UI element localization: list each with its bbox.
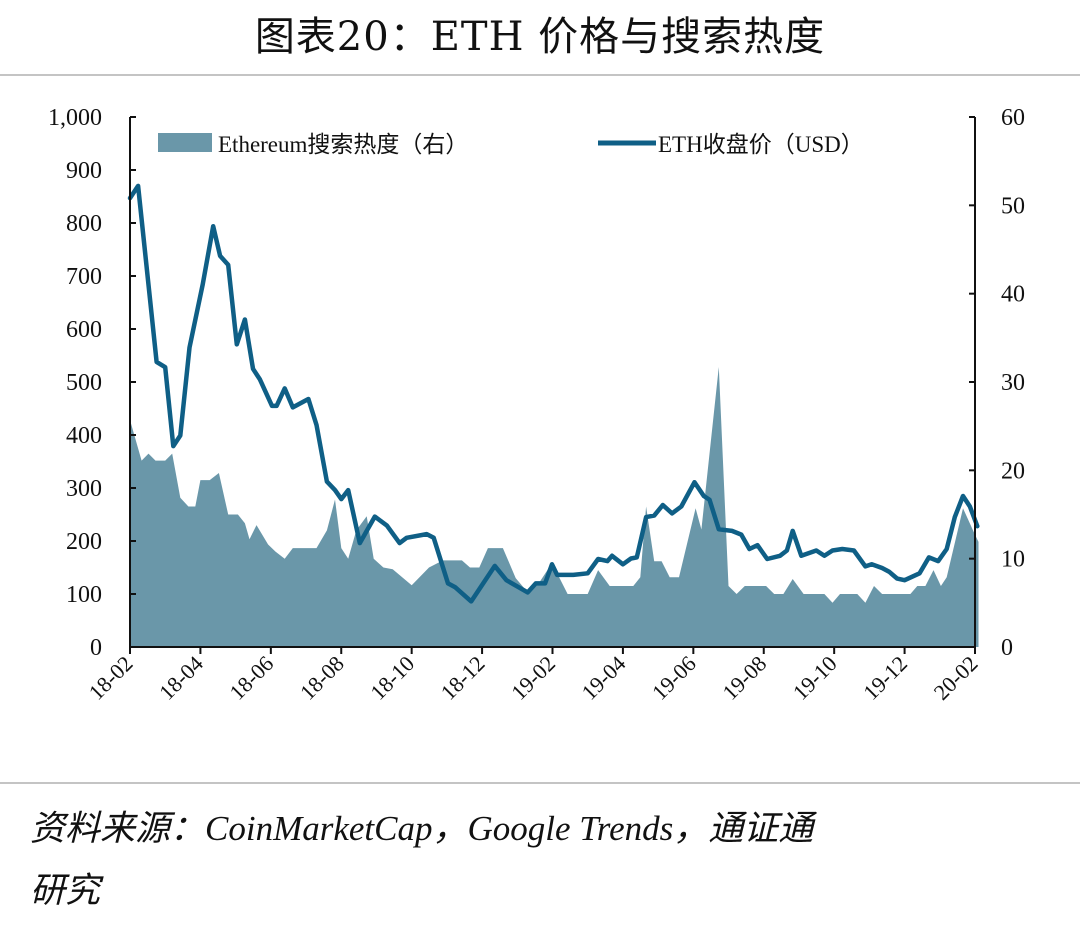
x-tick-label: 19-06: [647, 651, 701, 705]
left-y-tick-label: 900: [66, 158, 102, 184]
legend-area-swatch: [158, 133, 212, 152]
search-interest-area: [130, 367, 979, 647]
x-tick-label: 18-04: [154, 651, 208, 705]
right-y-tick-label: 60: [1001, 105, 1025, 131]
left-y-tick-label: 400: [66, 423, 102, 449]
left-y-tick-label: 700: [66, 264, 102, 290]
left-y-tick-label: 300: [66, 476, 102, 502]
left-y-tick-label: 1,000: [48, 105, 102, 131]
source-note: 资料来源：CoinMarketCap，Google Trends，通证通: [30, 809, 814, 848]
source-note-cont: 研究: [30, 871, 101, 910]
x-tick-label: 18-08: [295, 651, 349, 705]
right-y-tick-label: 10: [1001, 547, 1025, 573]
right-y-tick-label: 50: [1001, 193, 1025, 219]
x-tick-label: 18-12: [436, 651, 490, 705]
chart-title: 图表20：ETH 价格与搜索热度: [254, 14, 826, 60]
legend: Ethereum搜索热度（右） ETH收盘价（USD）: [158, 132, 864, 157]
top-divider: [0, 74, 1080, 76]
left-y-tick-label: 0: [90, 635, 102, 661]
right-y-tick-label: 30: [1001, 370, 1025, 396]
x-tick-label: 19-04: [576, 651, 630, 705]
x-tick-label: 19-10: [788, 651, 842, 705]
x-tick-label: 19-12: [858, 651, 912, 705]
right-y-tick-label: 0: [1001, 635, 1013, 661]
right-y-tick-label: 40: [1001, 282, 1025, 308]
x-tick-label: 18-06: [224, 651, 278, 705]
x-tick-label: 20-02: [929, 651, 983, 705]
left-y-tick-label: 200: [66, 529, 102, 555]
legend-line-label: ETH收盘价（USD）: [658, 132, 864, 157]
legend-area-label: Ethereum搜索热度（右）: [218, 132, 468, 157]
bottom-divider: [0, 782, 1080, 784]
left-y-tick-label: 100: [66, 582, 102, 608]
right-y-tick-label: 20: [1001, 458, 1025, 484]
left-y-tick-label: 600: [66, 317, 102, 343]
left-y-tick-label: 500: [66, 370, 102, 396]
x-tick-label: 18-10: [365, 651, 419, 705]
x-tick-label: 19-08: [717, 651, 771, 705]
x-tick-label: 19-02: [506, 651, 560, 705]
eth-price-line: [127, 183, 980, 604]
left-y-tick-label: 800: [66, 211, 102, 237]
